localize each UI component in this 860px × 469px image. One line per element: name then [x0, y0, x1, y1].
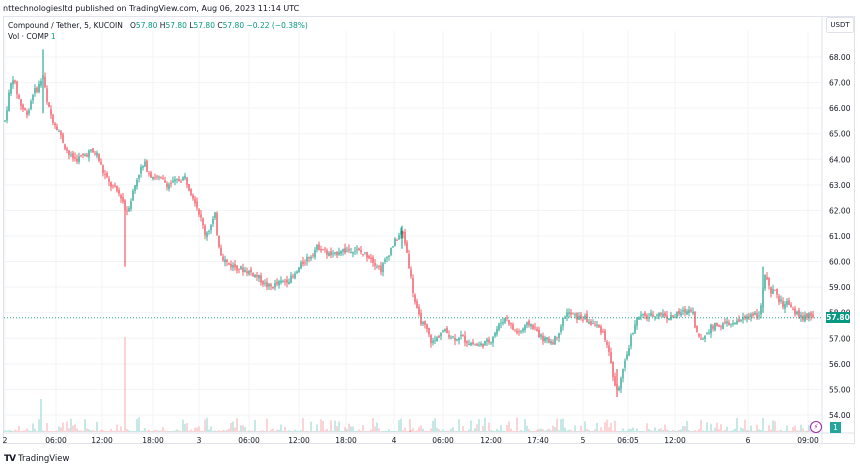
- y-axis-tick: 56.00: [829, 360, 851, 369]
- volume-value: 1: [50, 32, 56, 41]
- x-axis-tick: 06:00: [432, 436, 454, 445]
- x-axis-tick: 09:00: [797, 436, 819, 445]
- open-value: 57.80: [135, 21, 158, 30]
- y-axis-tick: 60.00: [829, 258, 851, 267]
- y-axis-tick: 65.00: [829, 130, 851, 139]
- x-axis-tick: 6: [746, 436, 751, 445]
- close-value: 57.80: [222, 21, 245, 30]
- volume-label[interactable]: Vol · COMP: [8, 32, 49, 41]
- volume-spike: [124, 337, 126, 432]
- x-axis-tick: 12:00: [664, 436, 686, 445]
- close-label: C: [217, 21, 223, 30]
- low-label: L: [189, 21, 194, 30]
- y-axis-tick: 54.00: [829, 411, 851, 420]
- y-axis-tick: 64.00: [829, 155, 851, 164]
- volume-spike: [762, 418, 764, 432]
- symbol-description[interactable]: Compound / Tether, 5, KUCOIN: [8, 21, 123, 30]
- x-axis-tick: 12:00: [91, 436, 113, 445]
- lightning-icon[interactable]: ⚡︎: [810, 421, 822, 433]
- y-axis-tick: 68.00: [829, 53, 851, 62]
- y-axis-tick: 61.00: [829, 232, 851, 241]
- x-axis-tick: 06:00: [45, 436, 67, 445]
- x-axis-tick: 4: [392, 436, 397, 445]
- x-axis-tick: 18:00: [335, 436, 357, 445]
- chart-frame[interactable]: [3, 16, 855, 444]
- x-axis-tick: 2: [3, 436, 8, 445]
- legend-ohlc-row: Compound / Tether, 5, KUCOIN O57.80 H57.…: [8, 20, 308, 31]
- publish-attribution: nttechnologiesltd published on TradingVi…: [3, 4, 300, 13]
- tradingview-logo-icon: TV: [4, 454, 16, 464]
- legend-volume-row: Vol · COMP 1: [8, 31, 308, 42]
- y-axis-tick: 63.00: [829, 181, 851, 190]
- y-axis-tick: 62.00: [829, 206, 851, 215]
- y-axis-tick: 59.00: [829, 283, 851, 292]
- high-value: 57.80: [165, 21, 187, 30]
- last-volume-tag: 1: [830, 422, 841, 433]
- tradingview-brand[interactable]: TV TradingView: [4, 454, 69, 464]
- x-axis-tick: 12:00: [480, 436, 502, 445]
- change-value: −0.22 (−0.38%): [246, 21, 308, 30]
- volume-spike: [40, 399, 42, 432]
- brand-name: TradingView: [18, 454, 70, 464]
- currency-unit-button[interactable]: USDT: [826, 17, 854, 33]
- volume-bars: [4, 337, 814, 432]
- x-axis-tick: 3: [197, 436, 202, 445]
- x-axis-tick: 06:05: [617, 436, 639, 445]
- candles: [4, 49, 814, 398]
- x-axis-tick: 12:00: [288, 436, 310, 445]
- last-price-tag: 57.80: [826, 312, 850, 324]
- chart-legend: Compound / Tether, 5, KUCOIN O57.80 H57.…: [8, 20, 308, 42]
- y-axis-tick: 57.00: [829, 334, 851, 343]
- y-axis-tick: 67.00: [829, 79, 851, 88]
- x-axis-tick: 06:00: [238, 436, 260, 445]
- x-axis-tick: 17:40: [527, 436, 549, 445]
- low-value: 57.80: [193, 21, 215, 30]
- y-axis-tick: 66.00: [829, 104, 851, 113]
- x-axis-tick: 18:00: [142, 436, 164, 445]
- high-label: H: [159, 21, 166, 30]
- y-axis-tick: 55.00: [829, 385, 851, 394]
- x-axis-tick: 5: [581, 436, 586, 445]
- open-label: O: [130, 21, 136, 30]
- volume-spike: [409, 419, 411, 432]
